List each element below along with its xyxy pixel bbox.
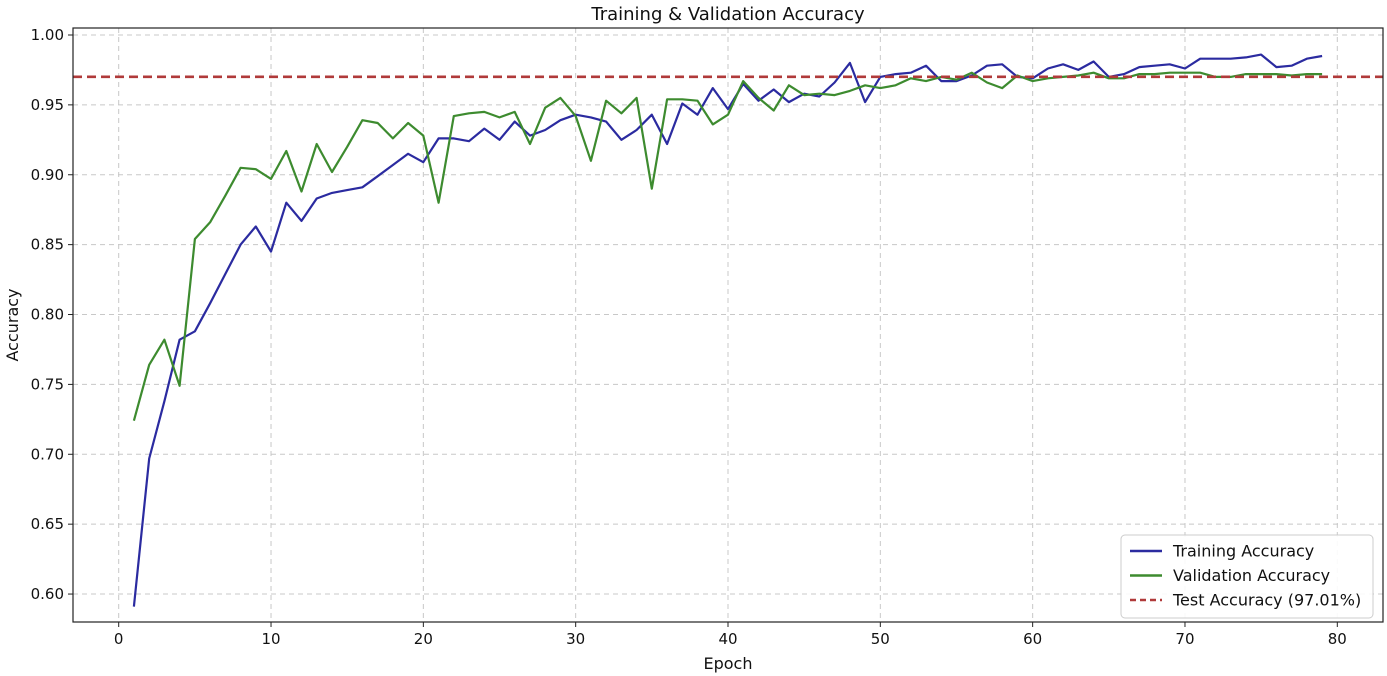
y-tick-label: 0.80 [31, 306, 64, 324]
x-tick-label: 60 [1023, 630, 1042, 648]
y-tick-label: 0.85 [31, 236, 64, 254]
legend-label: Training Accuracy [1172, 542, 1314, 561]
y-tick-label: 0.60 [31, 585, 64, 603]
grid [73, 28, 1383, 622]
legend-label: Test Accuracy (97.01%) [1172, 591, 1361, 610]
y-tick-label: 0.95 [31, 96, 64, 114]
x-tick-label: 20 [414, 630, 433, 648]
x-tick-label: 30 [566, 630, 585, 648]
x-tick-label: 10 [261, 630, 280, 648]
series-lines [73, 53, 1383, 607]
series-line-1 [132, 71, 1323, 421]
chart-title: Training & Validation Accuracy [590, 4, 865, 25]
x-axis-label: Epoch [704, 654, 753, 673]
x-tick-label: 70 [1175, 630, 1194, 648]
x-tick-label: 50 [871, 630, 890, 648]
y-tick-label: 0.75 [31, 375, 64, 393]
legend-box [1120, 534, 1374, 619]
x-tick-label: 40 [718, 630, 737, 648]
y-axis-label: Accuracy [3, 288, 22, 361]
x-tick-label: 0 [114, 630, 124, 648]
legend-label: Validation Accuracy [1173, 566, 1330, 585]
x-tick-label: 80 [1328, 630, 1347, 648]
y-tick-label: 1.00 [31, 26, 64, 44]
legend: Training Accuracy Validation Accuracy Test… [1120, 534, 1374, 619]
y-tick-label: 0.65 [31, 515, 64, 533]
y-tick-label: 0.90 [31, 166, 64, 184]
axis-ticks: 0 10 20 30 40 50 60 70 80 0.60 0.65 0.70 0.75 0.80 0.8… [31, 26, 1347, 648]
y-tick-label: 0.70 [31, 445, 64, 463]
series-line-0 [132, 53, 1323, 607]
